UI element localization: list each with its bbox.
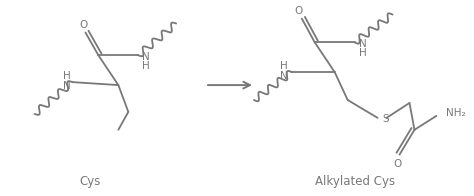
Text: S: S	[383, 114, 389, 124]
Text: NH₂: NH₂	[447, 108, 466, 118]
Text: N: N	[359, 39, 366, 49]
Text: N: N	[63, 81, 70, 91]
Text: Cys: Cys	[80, 175, 101, 188]
Text: H: H	[142, 61, 150, 71]
Text: H: H	[359, 48, 366, 58]
Text: Alkylated Cys: Alkylated Cys	[315, 175, 395, 188]
Text: O: O	[393, 159, 401, 169]
Text: O: O	[295, 6, 303, 16]
Text: H: H	[280, 61, 288, 71]
Text: H: H	[63, 71, 70, 81]
Text: O: O	[79, 20, 88, 30]
Text: N: N	[142, 52, 150, 62]
Text: N: N	[280, 71, 288, 81]
